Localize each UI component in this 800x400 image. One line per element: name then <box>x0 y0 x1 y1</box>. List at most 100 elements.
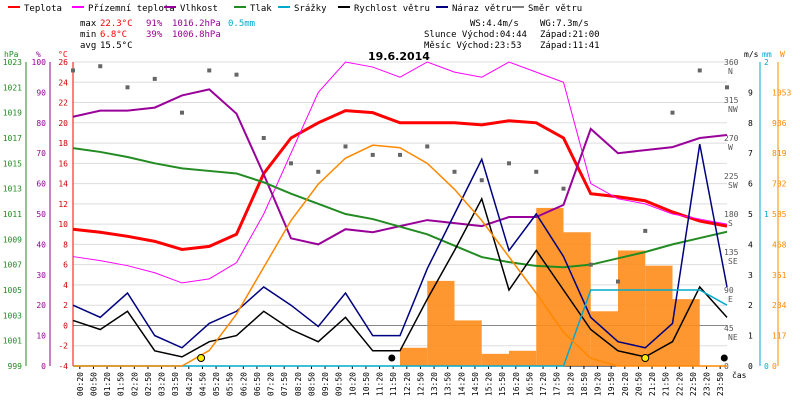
rain-intensity-bar <box>509 350 537 366</box>
wind-dir-point <box>452 169 457 174</box>
stat-max-hum: 91% <box>146 19 163 29</box>
series-teplota <box>72 109 728 251</box>
stat-ws: WS:4.4m/s <box>470 19 519 29</box>
wind-dir-point <box>98 64 103 69</box>
stat-moon: Měsíc Východ:23:53 <box>424 41 522 51</box>
wind-dir-point <box>725 85 729 90</box>
temp-tick-label: 4 <box>63 281 68 290</box>
hum-tick-label: 80 <box>36 119 46 128</box>
wind-tick-label: 0 <box>748 362 753 371</box>
legend-label-6: Náraz větru <box>452 4 512 14</box>
stat-max-temp: 22.3°C <box>100 19 133 29</box>
time-tick-label: 06:20 <box>239 372 248 396</box>
press-tick-label: 1001 <box>3 337 22 346</box>
stat-max-label: max <box>80 19 97 29</box>
time-tick-label: 17:50 <box>553 372 562 396</box>
rain-tick-label: 1 <box>764 210 769 219</box>
time-tick-label: 08:50 <box>307 372 316 396</box>
legend-label-5: Rychlost větru <box>354 4 430 14</box>
time-tick-label: 23:50 <box>716 372 725 396</box>
dir-tick-label: 270 <box>724 134 739 143</box>
solar-tick-label: 702 <box>772 180 787 189</box>
temp-tick-label: 24 <box>58 78 68 87</box>
rain-intensity-bar <box>590 311 618 366</box>
time-tick-label: 17:20 <box>539 372 548 396</box>
time-tick-label: 10:20 <box>348 372 357 396</box>
time-tick-label: 09:20 <box>321 372 330 396</box>
hum-tick-label: 70 <box>36 149 46 158</box>
legend-label-7: Směr větru <box>528 4 582 14</box>
wind-dir-point <box>343 144 348 149</box>
wind-dir-point <box>616 279 620 284</box>
time-tick-label: 22:20 <box>675 372 684 396</box>
legend-label-3: Tlak <box>250 4 272 14</box>
wind-dir-point <box>643 228 648 233</box>
stat-max-press: 1016.2hPa <box>172 19 221 29</box>
wind-dir-point <box>425 144 430 149</box>
hum-tick-label: 0 <box>41 362 46 371</box>
wind-dir-point <box>534 169 539 174</box>
stat-min-hum: 39% <box>146 30 163 40</box>
rain-intensity-bar <box>427 280 455 366</box>
time-tick-label: 05:20 <box>212 372 221 396</box>
unit-temp: °C <box>58 50 68 59</box>
dir-tick-compass: SW <box>728 181 738 190</box>
rain-intensity-bar <box>400 347 428 366</box>
rain-intensity-bar <box>454 320 482 366</box>
wind-dir-point <box>125 85 130 90</box>
wind-dir-point <box>588 262 593 267</box>
unit-wind: m/s <box>744 50 759 59</box>
time-tick-label: 01:50 <box>117 372 126 396</box>
press-tick-label: 1011 <box>3 210 22 219</box>
time-tick-label: 06:50 <box>253 372 262 396</box>
unit-rain: mm <box>762 50 772 59</box>
time-tick-label: 00:50 <box>89 372 98 396</box>
solar-tick-label: 468 <box>772 240 787 249</box>
stat-avg-temp: 15.5°C <box>100 41 133 51</box>
stat-sun: Slunce Východ:04:44 <box>424 30 527 40</box>
wind-dir-point <box>479 178 484 183</box>
wind-dir-point <box>370 152 375 157</box>
rain-intensity-bar <box>563 232 591 366</box>
temp-tick-label: 16 <box>58 159 68 168</box>
dir-tick-label: 90 <box>724 286 734 295</box>
wind-dir-point <box>152 76 157 81</box>
wind-tick-label: 6 <box>748 180 753 189</box>
hum-tick-label: 40 <box>36 240 46 249</box>
press-tick-label: 1015 <box>3 159 22 168</box>
time-tick-label: 03:50 <box>171 372 180 396</box>
series-náraz-větru <box>72 143 728 349</box>
press-tick-label: 1023 <box>3 58 22 67</box>
rain-intensity-bar <box>536 207 564 366</box>
time-tick-label: 12:20 <box>403 372 412 396</box>
rain-tick-label: 2 <box>764 58 769 67</box>
unit-pct: % <box>36 50 41 59</box>
time-tick-label: 08:20 <box>294 372 303 396</box>
wind-tick-label: 9 <box>748 88 753 97</box>
temp-tick-label: 6 <box>63 261 68 270</box>
wind-tick-label: 5 <box>748 210 753 219</box>
rain-intensity-bar <box>645 265 673 366</box>
series-přízemní-teplota <box>72 61 728 284</box>
wind-dir-point <box>289 161 293 166</box>
time-tick-label: 19:50 <box>607 372 616 396</box>
moonrise-marker <box>720 354 728 362</box>
hum-tick-label: 30 <box>36 271 46 280</box>
dir-tick-compass: SE <box>728 257 738 266</box>
dir-tick-label: 45 <box>724 324 734 333</box>
time-tick-label: 02:50 <box>144 372 153 396</box>
time-tick-label: 21:20 <box>648 372 657 396</box>
time-tick-label: 19:20 <box>594 372 603 396</box>
dir-tick-label: 135 <box>724 248 739 257</box>
time-tick-label: 16:50 <box>525 372 534 396</box>
solar-tick-label: 1053 <box>772 88 791 97</box>
time-tick-label: 14:20 <box>457 372 466 396</box>
wind-tick-label: 7 <box>748 149 753 158</box>
sunrise-marker <box>197 354 206 362</box>
time-tick-label: 07:20 <box>267 372 276 396</box>
press-tick-label: 1017 <box>3 134 22 143</box>
dir-tick-label: 225 <box>724 172 739 181</box>
time-tick-label: 02:20 <box>130 372 139 396</box>
wind-dir-point <box>316 169 321 174</box>
